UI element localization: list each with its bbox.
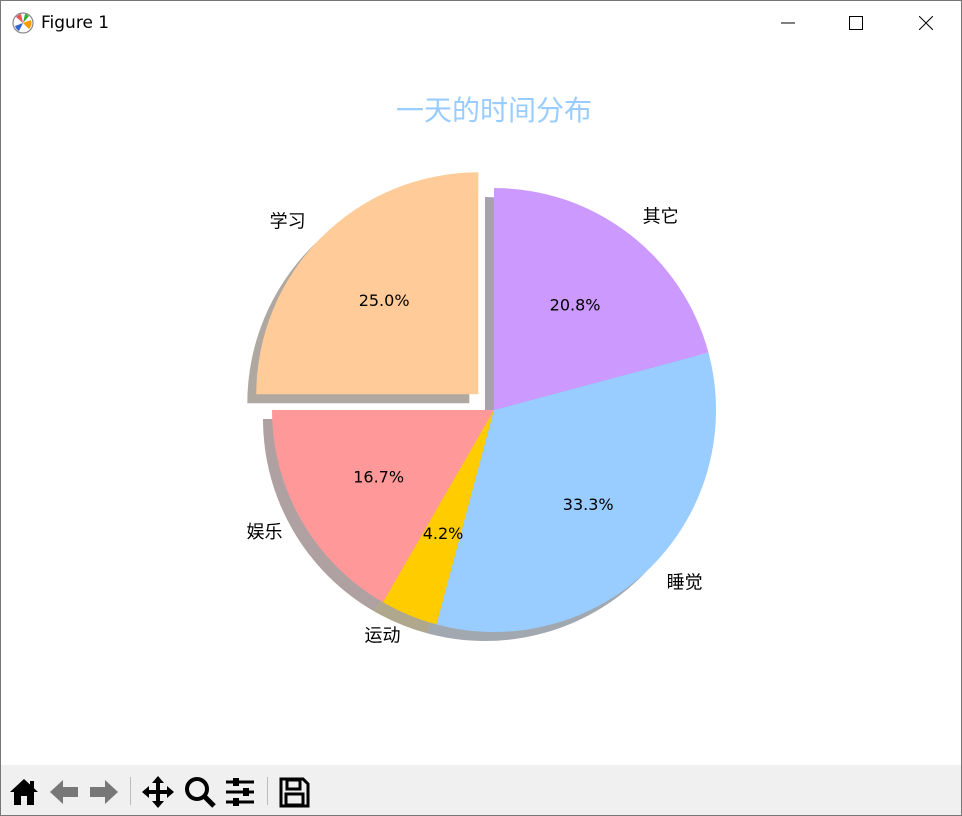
home-icon[interactable] bbox=[7, 775, 41, 809]
slice-label: 运动 bbox=[365, 626, 401, 647]
toolbar-separator bbox=[267, 777, 268, 805]
close-button[interactable] bbox=[903, 1, 949, 45]
slice-percent-label: 16.7% bbox=[353, 468, 404, 487]
minimize-icon bbox=[781, 22, 795, 24]
maximize-button[interactable] bbox=[833, 1, 879, 45]
minimize-button[interactable] bbox=[765, 1, 811, 45]
pie-chart: 一天的时间分布 学习 25.0% 娱乐 16.7% 运动 4.2% 睡觉 33.3% 其它 20.… bbox=[247, 94, 717, 647]
back-icon[interactable] bbox=[47, 775, 81, 809]
configure-subplots-icon[interactable] bbox=[223, 775, 257, 809]
save-icon[interactable] bbox=[277, 775, 311, 809]
pie-wedge-2 bbox=[383, 410, 494, 625]
maximize-icon bbox=[849, 16, 863, 30]
pie-wedge-3 bbox=[436, 352, 717, 632]
slice-percent-label: 33.3% bbox=[563, 495, 614, 514]
forward-icon[interactable] bbox=[87, 775, 121, 809]
pie-wedge-0 bbox=[256, 172, 479, 395]
slice-percent-label: 25.0% bbox=[359, 291, 410, 310]
slice-percent-label: 4.2% bbox=[423, 524, 464, 543]
slice-percent-label: 20.8% bbox=[550, 295, 601, 314]
pan-icon[interactable] bbox=[141, 775, 175, 809]
zoom-icon[interactable] bbox=[183, 775, 217, 809]
pie-wedge-1 bbox=[272, 410, 494, 603]
pie-wedge-4 bbox=[494, 188, 709, 410]
navigation-toolbar bbox=[1, 765, 961, 815]
window-title: Figure 1 bbox=[41, 13, 110, 33]
matplotlib-icon bbox=[12, 12, 34, 34]
slice-label: 其它 bbox=[643, 206, 679, 227]
slice-label: 学习 bbox=[270, 212, 306, 233]
title-bar: Figure 1 bbox=[1, 1, 961, 45]
toolbar-separator bbox=[130, 777, 131, 805]
slice-label: 睡觉 bbox=[667, 573, 703, 594]
close-icon bbox=[919, 16, 933, 30]
chart-title: 一天的时间分布 bbox=[396, 94, 592, 127]
slice-label: 娱乐 bbox=[247, 522, 283, 543]
